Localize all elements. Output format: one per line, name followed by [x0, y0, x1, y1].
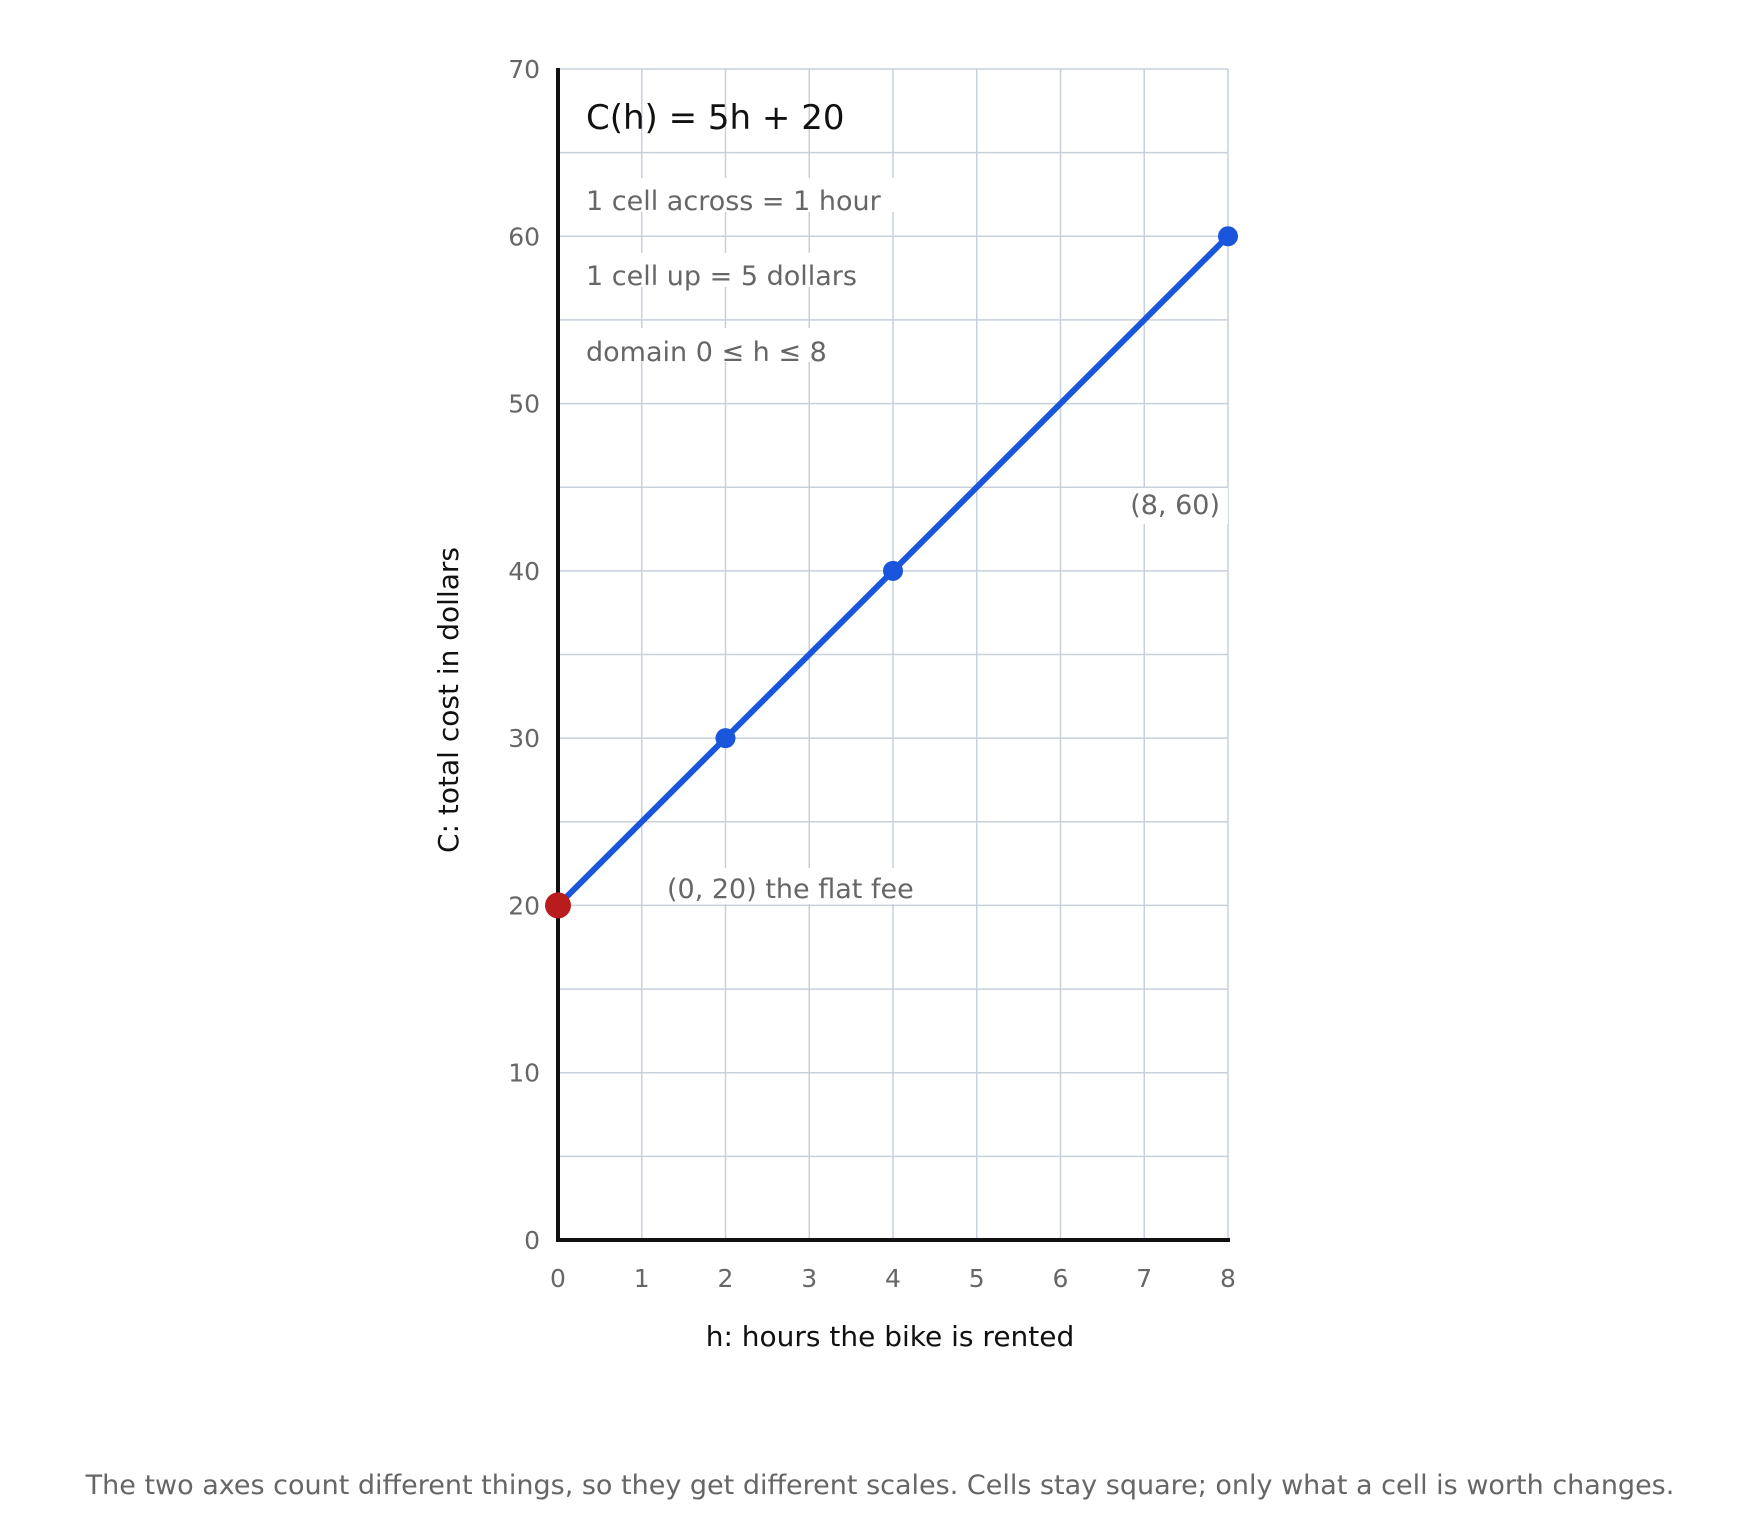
end-point-label-background: [1112, 488, 1228, 524]
data-point: [883, 560, 903, 581]
chart-caption: The two axes count different things, so …: [85, 1470, 1675, 1501]
scale-x-note-background: [580, 178, 900, 212]
series: [545, 226, 1238, 919]
y-tick-label: 0: [524, 1226, 540, 1255]
tick-labels: 0 1 2 3 4 5 6 7 8 0 10 20 30 40 50 60 70: [508, 55, 1236, 1293]
y-tick-label: 20: [508, 891, 540, 920]
data-point: [715, 728, 736, 749]
x-tick-label: 7: [1136, 1264, 1152, 1293]
info-box: C(h) = 5h + 20 1 cell across = 1 hour 1 …: [580, 98, 900, 368]
domain-note-background: [580, 328, 848, 362]
x-tick-label: 6: [1053, 1264, 1069, 1293]
flat-fee-point: [545, 892, 571, 919]
annotations: (0, 20) the flat fee (8, 60): [662, 488, 1228, 905]
x-tick-label: 0: [550, 1264, 566, 1293]
x-tick-label: 4: [885, 1264, 901, 1293]
x-tick-label: 3: [801, 1264, 817, 1293]
data-point: [1218, 226, 1238, 247]
y-tick-label: 10: [508, 1059, 540, 1088]
flat-fee-label-background: [662, 868, 938, 904]
scale-y-note: 1 cell up = 5 dollars: [586, 261, 857, 292]
y-axis-title: C: total cost in dollars: [432, 547, 465, 853]
axes: [556, 68, 1230, 1242]
domain-note: domain 0 ≤ h ≤ 8: [586, 337, 827, 368]
grid: [557, 68, 1229, 1241]
x-tick-label: 2: [718, 1264, 734, 1293]
y-tick-label: 50: [508, 390, 540, 419]
y-tick-label: 60: [508, 222, 540, 251]
scale-x-note: 1 cell across = 1 hour: [586, 186, 882, 217]
y-tick-label: 70: [508, 55, 540, 84]
x-tick-label: 1: [634, 1264, 650, 1293]
x-axis-title: h: hours the bike is rented: [706, 1320, 1075, 1353]
function-formula: C(h) = 5h + 20: [586, 98, 844, 138]
scale-y-note-background: [580, 253, 880, 287]
x-tick-label: 8: [1220, 1264, 1236, 1293]
x-tick-label: 5: [969, 1264, 985, 1293]
flat-fee-label: (0, 20) the flat fee: [667, 874, 914, 905]
y-tick-label: 40: [508, 557, 540, 586]
end-point-label: (8, 60): [1130, 490, 1220, 521]
y-tick-label: 30: [508, 724, 540, 753]
